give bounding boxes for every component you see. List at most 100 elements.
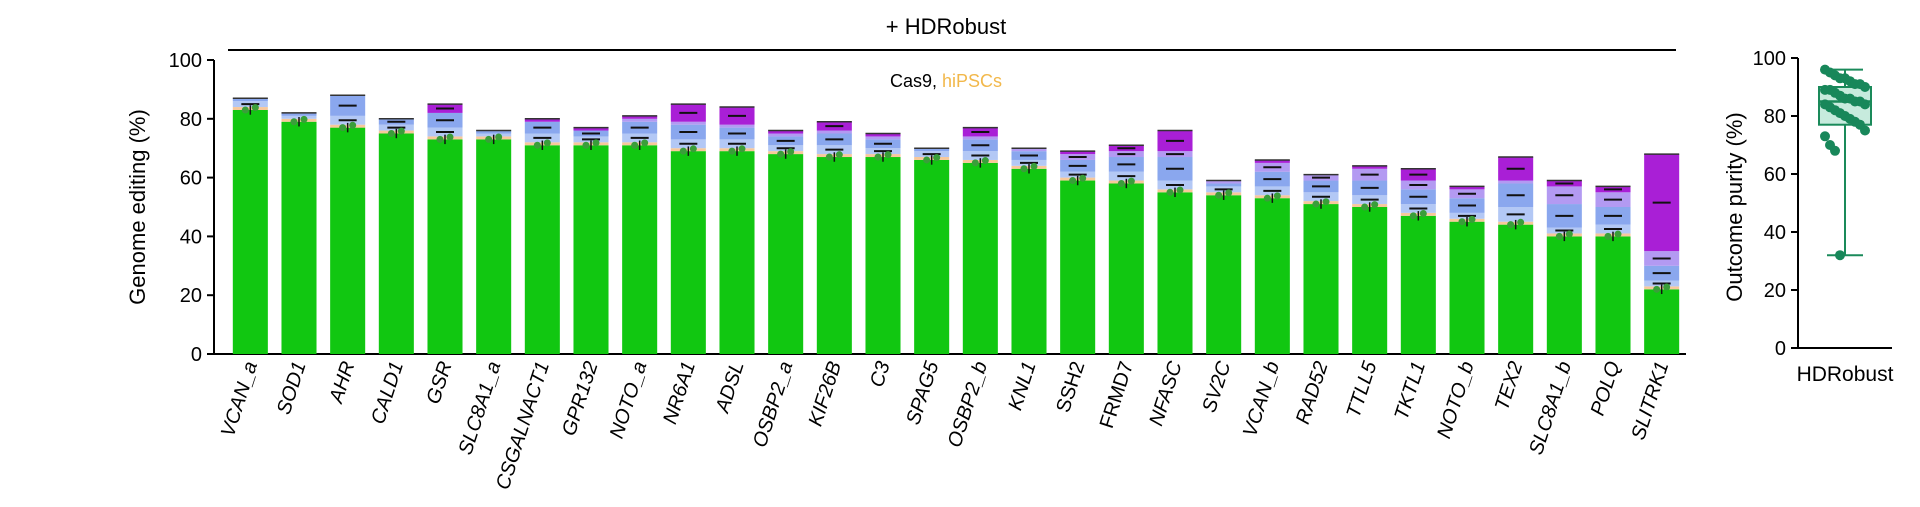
- bar-segment: [768, 133, 804, 137]
- bar-segment: [1595, 236, 1631, 354]
- bar-segment: [914, 159, 950, 354]
- bar-point: [1409, 212, 1417, 220]
- bar-point: [728, 147, 736, 155]
- bar-point: [592, 139, 600, 147]
- bar-point: [485, 135, 493, 143]
- bar-segment: [232, 109, 268, 354]
- bar-group: [1011, 147, 1047, 354]
- bar-segment: [1498, 180, 1534, 184]
- bar-segment: [1644, 289, 1680, 354]
- bar-point: [397, 127, 405, 135]
- bar-segment: [1157, 192, 1193, 354]
- x-tick-label: NFASC: [1145, 358, 1187, 428]
- bar-point: [971, 159, 979, 167]
- purity-boxplot: Outcome purity (%) 0 20 40 60 80 100 HDRobust: [1722, 48, 1894, 386]
- bar-point: [251, 104, 259, 112]
- bar-group: [719, 106, 755, 354]
- bar-point: [1604, 232, 1612, 240]
- bar-point: [1225, 189, 1233, 197]
- bar-group: [1400, 168, 1436, 354]
- x-tick-label: SPAG5: [902, 358, 943, 428]
- box-x-label: HDRobust: [1797, 363, 1894, 386]
- bar-point: [1653, 285, 1661, 293]
- bar-segment: [1352, 207, 1388, 354]
- bar-segment: [1108, 183, 1144, 354]
- bar-group: [281, 112, 317, 355]
- bar-point: [835, 151, 843, 159]
- x-tick-label: SLC8A1_b: [1525, 359, 1576, 458]
- x-tick-label: SLC8A1_a: [455, 359, 506, 458]
- bar-point: [1030, 162, 1038, 170]
- bar-point: [241, 106, 249, 114]
- x-tick-label: TTLL5: [1343, 358, 1382, 421]
- bar-point: [436, 135, 444, 143]
- bar-point: [1020, 165, 1028, 173]
- bar-point: [1371, 201, 1379, 209]
- bar-point: [495, 133, 503, 141]
- box-y-axis: 0 20 40 60 80 100: [1753, 48, 1892, 360]
- bar-segment: [1206, 195, 1242, 354]
- bar-group: [573, 126, 609, 354]
- bar-point: [1312, 200, 1320, 208]
- bar-group: [962, 126, 998, 354]
- bar-segment: [330, 127, 366, 355]
- bar-group: [1449, 185, 1485, 354]
- bar-segment: [865, 157, 901, 354]
- main-y-tick-label: 100: [169, 50, 202, 72]
- x-tick-label: NOTO_a: [606, 359, 652, 442]
- bar-segment: [1400, 215, 1436, 354]
- bar-point: [1322, 198, 1330, 206]
- box-y-tick-label: 20: [1764, 280, 1786, 302]
- bar-segment: [1498, 224, 1534, 354]
- bar-segment: [524, 118, 560, 122]
- bar-segment: [378, 133, 414, 354]
- bar-point: [874, 153, 882, 161]
- main-y-tick-label: 20: [180, 285, 202, 307]
- bar-point: [1263, 194, 1271, 202]
- bar-point: [1079, 174, 1087, 182]
- x-tick-label: KIF26B: [805, 359, 847, 429]
- bar-point: [1565, 230, 1573, 238]
- bar-segment: [914, 148, 950, 152]
- x-tick-label: OSBP2_a: [749, 359, 797, 450]
- bar-point: [933, 154, 941, 162]
- bar-group: [816, 120, 852, 354]
- bar-segment: [719, 151, 755, 354]
- bar-group: [1060, 150, 1096, 354]
- bar-point: [777, 150, 785, 158]
- bar-group: [330, 94, 366, 355]
- bar-segment: [670, 151, 706, 354]
- bar-group: [670, 103, 706, 354]
- bar-group: [1157, 129, 1193, 354]
- x-tick-label: CALD1: [367, 359, 408, 427]
- x-tick-label: SSH2: [1052, 359, 1089, 415]
- box-plot-marks: [1818, 64, 1872, 261]
- bar-segment: [816, 157, 852, 354]
- x-tick-label: C3: [866, 359, 895, 390]
- bar-segment: [670, 121, 706, 125]
- bar-point: [290, 118, 298, 126]
- bar-group: [1352, 165, 1388, 354]
- bar-group: [768, 129, 804, 354]
- subtitle-part-hipscs: hiPSCs: [942, 71, 1002, 91]
- main-y-axis-label: Genome editing (%): [125, 109, 150, 305]
- bar-point: [1663, 283, 1671, 291]
- box-y-axis-label: Outcome purity (%): [1722, 112, 1747, 302]
- bar-group: [427, 103, 463, 354]
- bar-point: [1166, 188, 1174, 196]
- bar-point: [825, 153, 833, 161]
- box-y-tick-label: 80: [1764, 106, 1786, 128]
- box-y-tick-label: 60: [1764, 164, 1786, 186]
- x-tick-label: RAD52: [1292, 359, 1333, 427]
- bar-point: [533, 141, 541, 149]
- bar-group: [622, 115, 658, 354]
- main-y-tick-label: 40: [180, 226, 202, 248]
- x-tick-label: TEX2: [1491, 359, 1527, 413]
- x-tick-label: SOD1: [273, 359, 311, 418]
- bar-segment: [865, 136, 901, 140]
- bar-point: [1069, 177, 1077, 185]
- bar-segment: [281, 112, 317, 116]
- box-y-tick-label: 100: [1753, 48, 1786, 70]
- bar-segment: [1254, 159, 1290, 163]
